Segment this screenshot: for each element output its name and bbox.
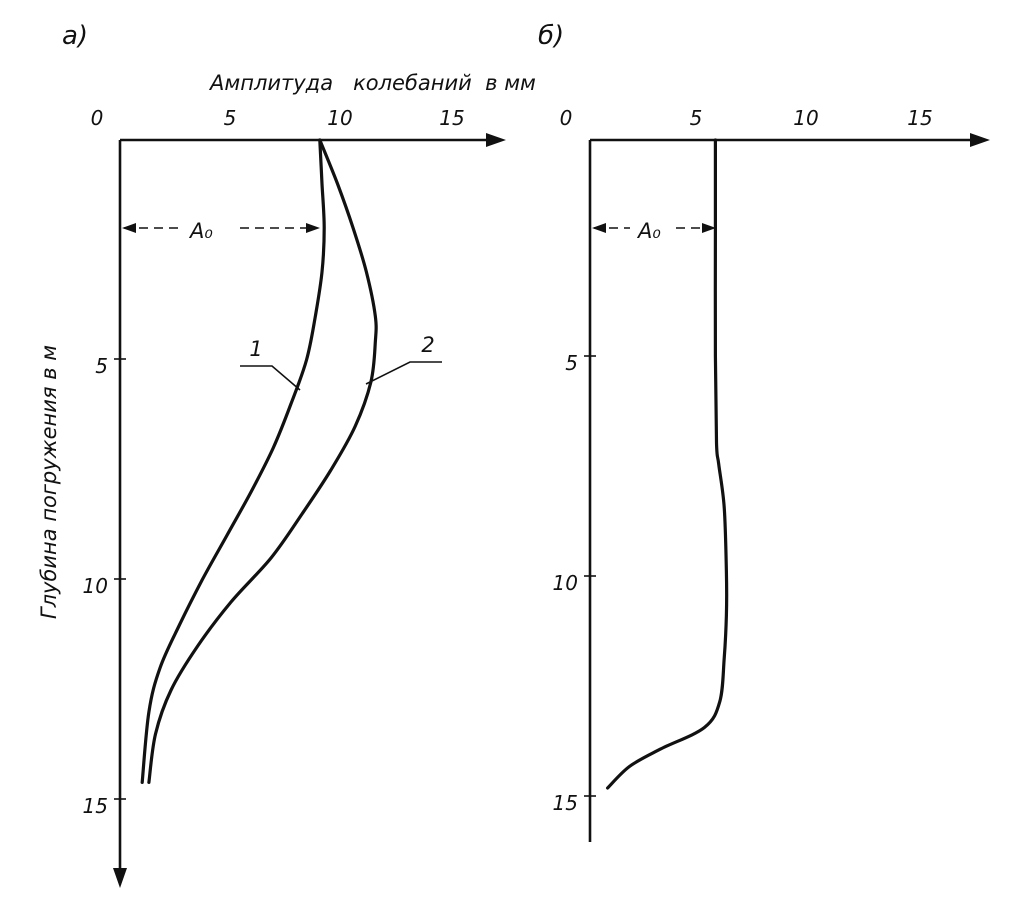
panel-a-curve-1-label-text: 1 [249, 337, 262, 361]
panel-a-y-tick-10: 10 [83, 574, 108, 598]
panel-b-x-tick-15: 15 [907, 106, 932, 130]
panel-b-x-tick-5: 5 [690, 106, 703, 130]
panel-a-curve-2-label-text: 2 [421, 333, 434, 357]
panel-a-x-axis-arrow [486, 133, 506, 147]
panel-b-curve [606, 138, 729, 790]
panel-a-x-tick-5: 5 [224, 106, 237, 130]
panel-a-curve-1-label: 1 [240, 337, 301, 391]
panel-a-y-axis-title: Глубина погружения в м [37, 345, 61, 619]
panel-a-y-tick-5: 5 [95, 354, 108, 378]
panel-a-dimension-arrow-left [122, 223, 136, 233]
panel-a-amplitude-dimension: A₀ [122, 219, 320, 243]
panel-b-y-tick-15: 15 [553, 791, 578, 815]
panel-a-x-axis-title: Амплитуда колебаний в мм [208, 71, 536, 95]
panel-a-y-tick-15: 15 [83, 794, 108, 818]
panel-b: б) 0 5 10 15 5 10 15 A₀ [538, 21, 990, 842]
panel-a-amplitude-label: A₀ [188, 219, 213, 243]
panel-b-dimension-arrow-right [702, 223, 716, 233]
panel-a-y-axis-arrow [113, 868, 127, 888]
panel-b-y-tick-10: 10 [553, 571, 578, 595]
panel-b-amplitude-label: A₀ [636, 219, 661, 243]
panel-b-x-axis-arrow [970, 133, 990, 147]
panel-a-dimension-arrow-right [306, 223, 320, 233]
panel-a-x-tick-10: 10 [327, 106, 352, 130]
panel-a-label: а) [62, 21, 88, 51]
panel-a-curve-2 [147, 138, 378, 784]
panel-b-dimension-arrow-left [592, 223, 606, 233]
panel-a-curve-1-leader [240, 365, 301, 391]
panel-b-label: б) [538, 21, 564, 51]
panel-a-x-tick-0: 0 [91, 106, 104, 130]
panel-b-y-tick-5: 5 [565, 351, 578, 375]
panel-a: а) Амплитуда колебаний в мм Глубина погр… [37, 21, 536, 888]
panel-a-x-tick-15: 15 [439, 106, 464, 130]
panel-b-x-tick-0: 0 [560, 106, 573, 130]
panel-a-curve-2-label: 2 [365, 333, 442, 385]
panel-b-amplitude-dimension: A₀ [592, 219, 716, 243]
panel-a-curve-2-leader [365, 361, 442, 385]
panel-b-x-tick-10: 10 [793, 106, 818, 130]
panel-a-curve-1 [140, 138, 326, 784]
